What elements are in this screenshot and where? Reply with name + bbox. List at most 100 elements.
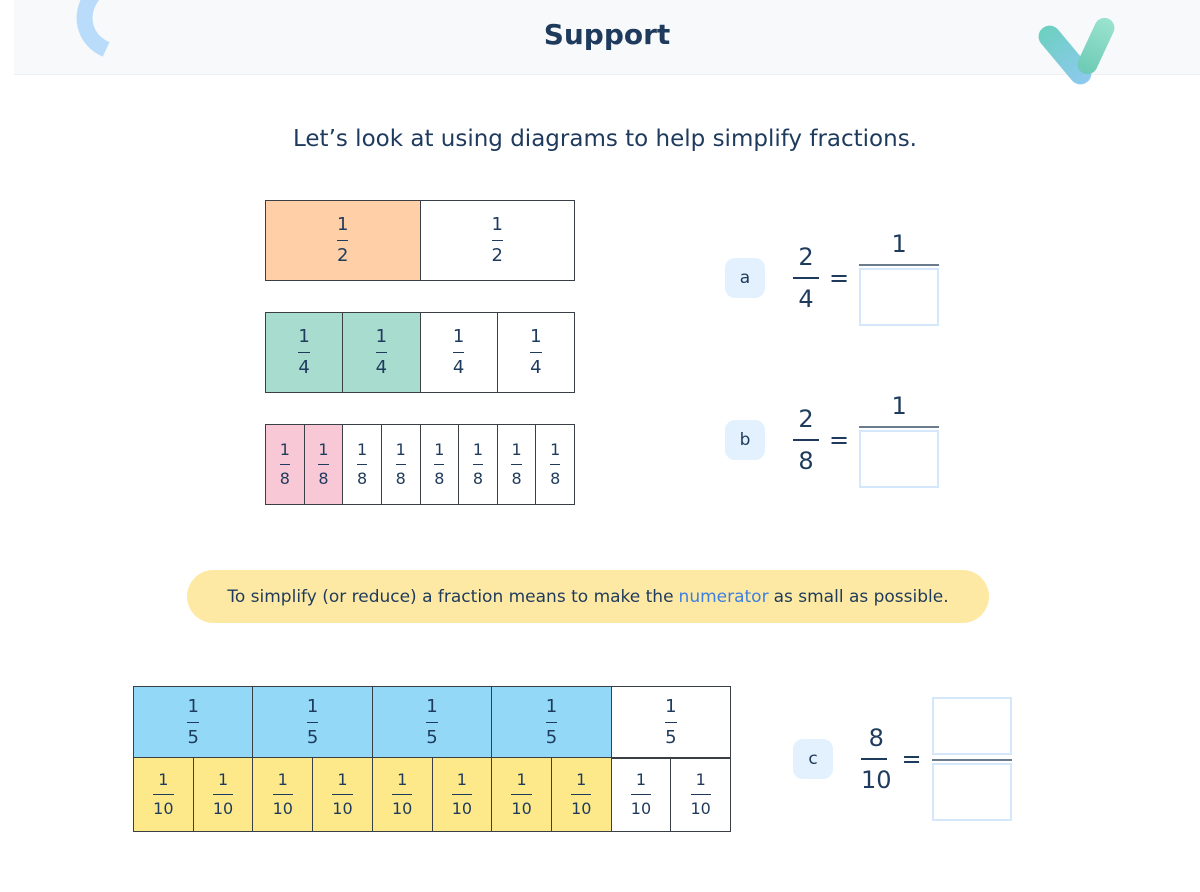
question-label: b bbox=[725, 420, 765, 460]
answer-numerator: 1 bbox=[891, 230, 907, 258]
unit-fraction: 1 10 bbox=[391, 769, 413, 818]
tip-highlight: numerator bbox=[678, 586, 769, 607]
fraction-bar-tenths: 1 10 1 10 1 10 1 10 1 10 1 10 1 10 1 10 1 10 1 10 bbox=[133, 757, 731, 832]
unit-fraction: 1 10 bbox=[571, 771, 592, 818]
answer-denominator-input[interactable] bbox=[859, 430, 940, 488]
denominator: 10 bbox=[153, 799, 174, 819]
numerator: 1 bbox=[695, 769, 706, 789]
numerator: 1 bbox=[452, 325, 465, 347]
numerator: 1 bbox=[158, 769, 169, 789]
denominator: 8 bbox=[434, 469, 445, 489]
unit-fraction: 1 10 bbox=[332, 769, 353, 818]
denominator: 4 bbox=[452, 357, 465, 379]
denominator: 8 bbox=[798, 446, 814, 475]
question-c: c 8 10 = bbox=[793, 697, 1012, 821]
answer-fraction bbox=[931, 697, 1012, 821]
answer-numerator-input[interactable] bbox=[931, 697, 1012, 755]
unit-fraction: 1 10 bbox=[272, 769, 293, 819]
numerator: 1 bbox=[337, 213, 349, 235]
numerator: 1 bbox=[375, 325, 388, 347]
equals-sign: = bbox=[829, 426, 850, 454]
fraction-cell: 1 10 bbox=[193, 758, 254, 831]
numerator: 2 bbox=[798, 405, 814, 434]
numerator: 1 bbox=[491, 213, 503, 235]
numerator: 1 bbox=[318, 439, 329, 459]
denominator: 8 bbox=[550, 469, 561, 489]
numerator: 1 bbox=[395, 439, 406, 459]
numerator: 1 bbox=[187, 695, 199, 717]
tip-banner: To simplify (or reduce) a fraction means… bbox=[187, 570, 989, 623]
numerator: 1 bbox=[217, 769, 229, 789]
numerator: 1 bbox=[511, 439, 522, 459]
denominator: 10 bbox=[630, 799, 652, 819]
numerator: 1 bbox=[635, 769, 647, 789]
numerator: 1 bbox=[397, 769, 408, 789]
denominator: 4 bbox=[530, 357, 542, 379]
denominator: 8 bbox=[395, 469, 406, 489]
tip-text: To simplify (or reduce) a fraction means… bbox=[227, 586, 674, 607]
tip-text: as small as possible. bbox=[773, 586, 949, 607]
fraction-cell: 1 10 bbox=[432, 758, 493, 831]
given-fraction: 8 10 bbox=[861, 726, 892, 792]
denominator: 10 bbox=[272, 799, 293, 819]
denominator: 8 bbox=[318, 469, 329, 489]
denominator: 8 bbox=[279, 469, 290, 489]
fraction-cell: 1 10 bbox=[372, 758, 433, 831]
equals-sign: = bbox=[829, 264, 850, 292]
numerator: 1 bbox=[550, 439, 561, 459]
denominator: 10 bbox=[861, 765, 892, 794]
denominator: 5 bbox=[306, 727, 319, 749]
denominator: 8 bbox=[356, 469, 368, 489]
numerator: 1 bbox=[516, 769, 527, 789]
answer-numerator: 1 bbox=[891, 392, 907, 420]
unit-fraction: 1 10 bbox=[451, 771, 473, 818]
numerator: 1 bbox=[337, 769, 348, 789]
numerator: 1 bbox=[434, 439, 445, 459]
numerator: 1 bbox=[472, 439, 484, 459]
denominator: 5 bbox=[426, 727, 438, 749]
numerator: 1 bbox=[665, 695, 677, 717]
question-label: c bbox=[793, 739, 833, 779]
denominator: 10 bbox=[511, 799, 532, 819]
header: Support bbox=[14, 0, 1200, 89]
answer-denominator-input[interactable] bbox=[859, 268, 940, 326]
fraction-cell: 1 10 bbox=[313, 758, 373, 831]
denominator: 10 bbox=[690, 799, 711, 819]
intro-text: Let’s look at using diagrams to help sim… bbox=[293, 126, 917, 152]
answer-denominator-input[interactable] bbox=[931, 763, 1012, 821]
numerator: 2 bbox=[798, 243, 814, 272]
numerator: 1 bbox=[277, 769, 288, 789]
denominator: 8 bbox=[511, 469, 522, 489]
fraction-cell: 1 10 bbox=[253, 758, 314, 831]
numerator: 1 bbox=[306, 695, 319, 717]
fraction-cell: 1 10 bbox=[492, 758, 552, 831]
